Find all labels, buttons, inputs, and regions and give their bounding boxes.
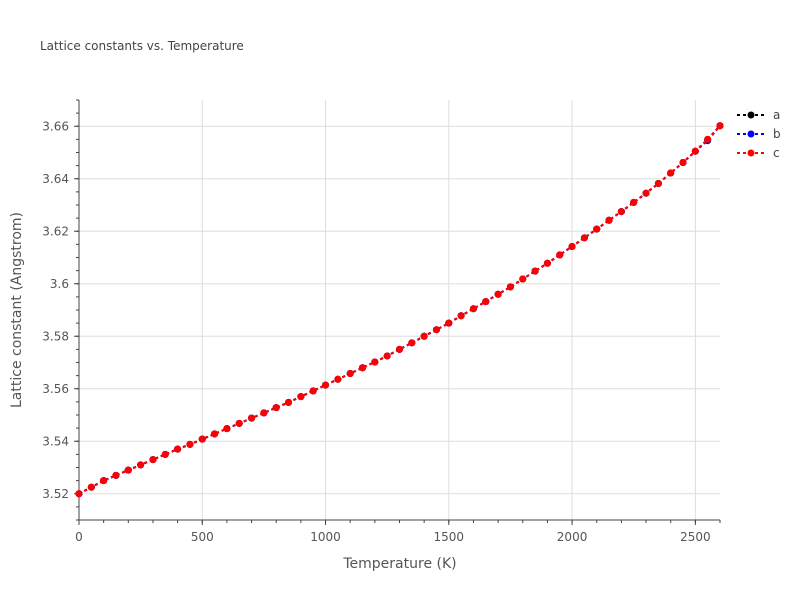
data-point-c <box>149 456 157 464</box>
data-point-c <box>543 259 551 267</box>
data-point-c <box>568 242 576 250</box>
legend-label: a <box>773 108 780 122</box>
data-point-c <box>186 440 194 448</box>
y-tick-label: 3.62 <box>42 224 69 238</box>
plot-area <box>75 122 724 498</box>
data-point-c <box>235 419 243 427</box>
data-point-c <box>506 283 514 291</box>
y-tick-label: 3.64 <box>42 172 69 186</box>
data-point-c <box>445 319 453 327</box>
data-point-c <box>482 298 490 306</box>
data-point-c <box>457 312 465 320</box>
legend-item-a[interactable]: a <box>737 108 780 122</box>
data-point-c <box>605 216 613 224</box>
y-tick-label: 3.56 <box>42 382 69 396</box>
data-point-c <box>593 225 601 233</box>
data-point-c <box>519 275 527 283</box>
data-point-c <box>531 267 539 275</box>
data-point-c <box>617 208 625 216</box>
legend-item-c[interactable]: c <box>737 146 780 160</box>
x-tick-label: 2000 <box>557 530 588 544</box>
data-point-c <box>556 251 564 259</box>
legend-label: b <box>773 127 781 141</box>
data-point-c <box>630 198 638 206</box>
data-point-c <box>211 430 219 438</box>
data-point-c <box>469 305 477 313</box>
data-point-c <box>704 135 712 143</box>
data-point-c <box>285 398 293 406</box>
chart-title: Lattice constants vs. Temperature <box>40 39 244 53</box>
data-point-c <box>408 339 416 347</box>
legend-label: c <box>773 146 780 160</box>
data-point-c <box>124 466 132 474</box>
data-point-c <box>112 471 120 479</box>
x-tick-label: 1000 <box>310 530 341 544</box>
data-point-c <box>420 332 428 340</box>
data-point-c <box>161 450 169 458</box>
data-point-c <box>174 445 182 453</box>
data-point-c <box>371 358 379 366</box>
series-c <box>75 122 724 498</box>
data-point-c <box>716 122 724 130</box>
data-point-c <box>691 147 699 155</box>
data-point-c <box>223 425 231 433</box>
legend-swatch-marker <box>747 111 755 119</box>
legend-item-b[interactable]: b <box>737 127 781 141</box>
data-point-c <box>260 409 268 417</box>
y-tick-label: 3.58 <box>42 329 69 343</box>
y-tick-label: 3.66 <box>42 119 69 133</box>
data-point-c <box>309 387 317 395</box>
data-point-c <box>75 490 83 498</box>
y-tick-label: 3.54 <box>42 434 69 448</box>
data-point-c <box>346 370 354 378</box>
data-point-c <box>679 158 687 166</box>
legend: abc <box>737 108 781 160</box>
series-line-b <box>78 125 721 495</box>
data-point-c <box>297 393 305 401</box>
axes <box>78 100 720 521</box>
data-point-c <box>654 179 662 187</box>
ticks: 0 500 1000 1500 2000 2500 3.52 3.54 3.56 3.58 3.6 3… <box>42 99 721 544</box>
data-point-c <box>396 345 403 353</box>
y-axis-label: Lattice constant (Angstrom) <box>9 212 25 408</box>
data-point-c <box>494 290 502 298</box>
data-point-c <box>642 189 650 197</box>
x-axis-label: Temperature (K) <box>342 556 456 572</box>
legend-swatch-marker <box>747 149 755 157</box>
data-point-c <box>334 375 342 383</box>
data-point-c <box>432 326 440 334</box>
grid <box>79 100 720 520</box>
data-point-c <box>580 234 588 242</box>
data-point-c <box>359 364 367 372</box>
series-line-c <box>78 125 721 495</box>
series-line-a <box>78 125 721 495</box>
data-point-c <box>198 435 206 443</box>
x-tick-label: 500 <box>191 530 214 544</box>
legend-swatch-marker <box>747 130 755 138</box>
y-tick-label: 3.52 <box>42 487 69 501</box>
data-point-c <box>248 414 256 422</box>
x-tick-label: 2500 <box>680 530 711 544</box>
data-point-c <box>87 483 95 491</box>
x-tick-label: 0 <box>75 530 83 544</box>
data-point-c <box>383 352 391 360</box>
y-tick-label: 3.6 <box>50 277 69 291</box>
data-point-c <box>272 404 280 412</box>
data-point-c <box>137 461 145 469</box>
data-point-c <box>667 169 675 177</box>
data-point-c <box>322 381 330 389</box>
x-tick-label: 1500 <box>434 530 465 544</box>
data-point-c <box>100 477 108 485</box>
